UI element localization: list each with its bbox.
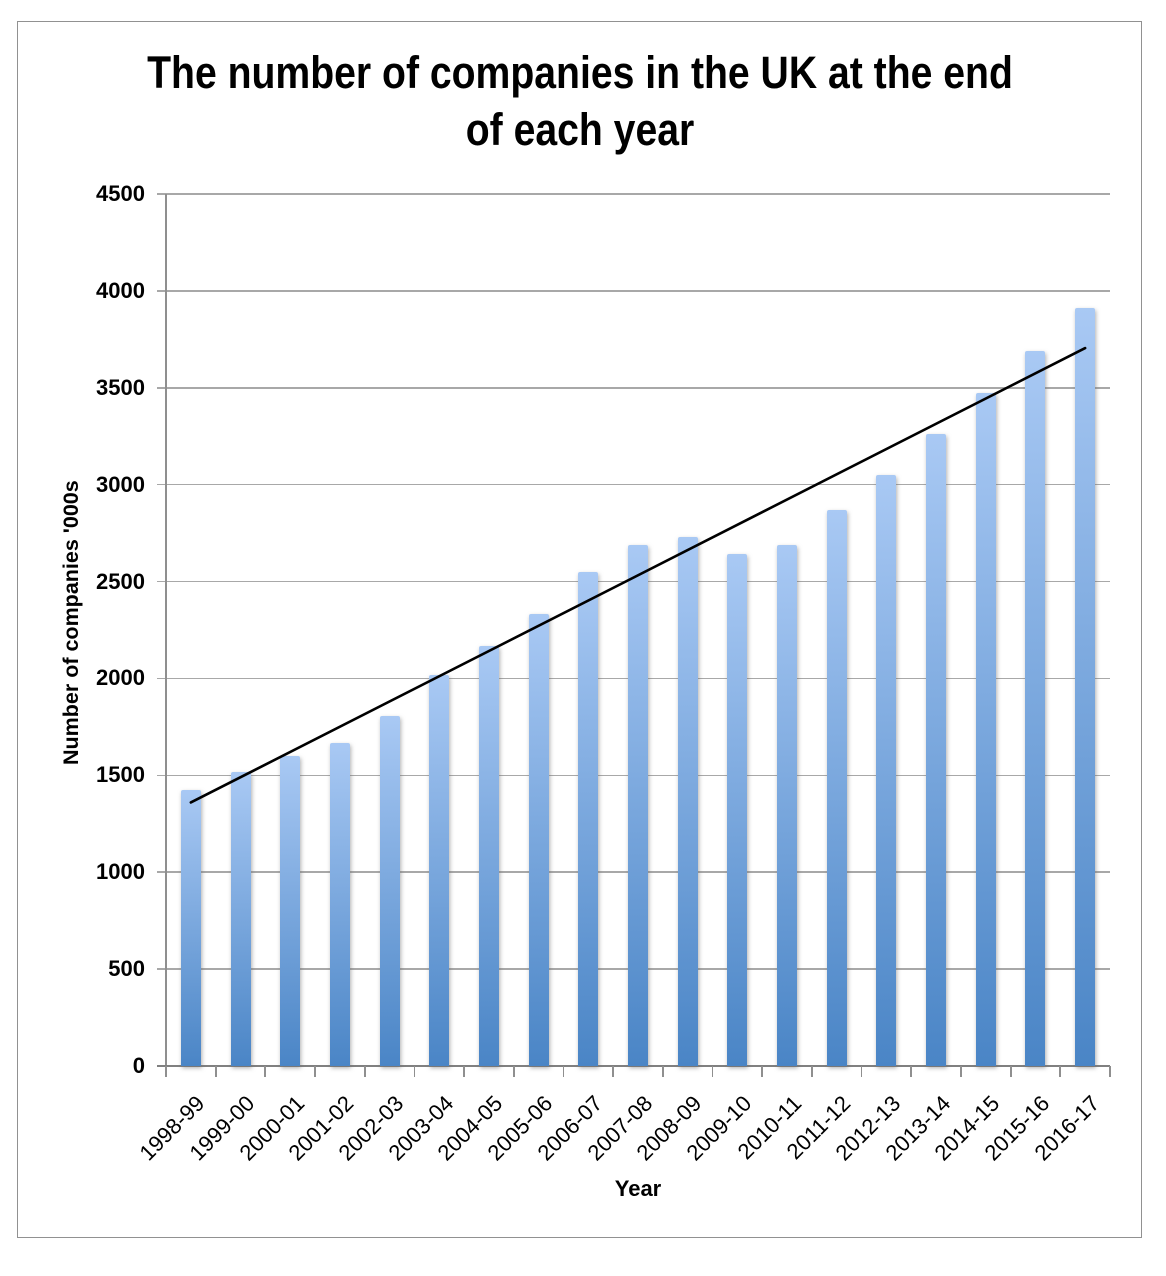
bar-2008-09 [677, 536, 698, 1066]
bar-2003-04 [429, 674, 450, 1066]
bar-2015-16 [1025, 350, 1046, 1066]
bar-2014-15 [975, 392, 996, 1066]
y-axis-tick-label: 1000 [96, 859, 145, 885]
x-axis-tick [562, 1066, 565, 1077]
bar-2001-02 [329, 743, 350, 1066]
bar-2006-07 [578, 571, 599, 1066]
x-axis-tick [711, 1066, 714, 1077]
bar-1999-00 [230, 772, 251, 1066]
y-axis-title: Number of companies '000s [59, 480, 83, 766]
bar-2007-08 [628, 544, 648, 1066]
bar-2016-17 [1075, 308, 1096, 1066]
gridline [157, 386, 1110, 389]
y-axis-tick-label: 0 [132, 1053, 145, 1078]
x-axis-tick [463, 1066, 465, 1077]
y-axis-tick-label: 4500 [96, 181, 145, 206]
gridline [157, 290, 1110, 292]
bar-2002-03 [379, 716, 400, 1066]
bar-2013-14 [926, 434, 947, 1066]
y-axis-tick-label: 3500 [96, 374, 145, 400]
bar-2009-10 [727, 554, 748, 1066]
x-axis-line [157, 1065, 1110, 1067]
x-axis-tick [910, 1066, 913, 1077]
x-axis-tick [960, 1066, 962, 1077]
x-axis-tick [1109, 1066, 1111, 1077]
gridline [157, 193, 1110, 195]
y-axis-tick-label: 2500 [96, 568, 145, 594]
x-axis-tick [413, 1066, 416, 1077]
bar-2000-01 [280, 755, 301, 1066]
bar-2004-05 [478, 645, 499, 1066]
x-axis-tick [761, 1066, 764, 1077]
x-axis-tick [1059, 1066, 1062, 1077]
x-axis-tick [810, 1066, 813, 1077]
bar-2005-06 [528, 614, 549, 1066]
x-axis-tick [314, 1066, 316, 1077]
chart-title: The number of companies in the UK at the… [147, 47, 1013, 155]
gridline [157, 483, 1110, 486]
x-axis-tick [512, 1066, 515, 1077]
y-axis-tick-label: 4000 [96, 277, 145, 303]
y-axis-tick-label: 500 [108, 956, 145, 982]
x-axis-tick [860, 1066, 863, 1077]
x-axis-title: Year [614, 1176, 662, 1201]
x-axis-tick [661, 1066, 664, 1077]
x-axis-tick [363, 1066, 366, 1077]
y-axis-tick-label: 3000 [96, 471, 145, 497]
bar-1998-99 [180, 789, 201, 1066]
bar-2011-12 [826, 509, 847, 1066]
x-axis-tick [1009, 1066, 1012, 1077]
trendline [189, 346, 1087, 804]
bar-2010-11 [777, 544, 798, 1066]
x-axis-tick [165, 1066, 167, 1077]
x-axis-tick [264, 1066, 267, 1077]
y-axis-line [165, 194, 167, 1066]
x-axis-tick [214, 1066, 217, 1077]
y-axis-tick-label: 2000 [96, 665, 145, 691]
x-axis-tick [612, 1066, 615, 1077]
bar-2012-13 [876, 474, 897, 1066]
y-axis-tick-label: 1500 [96, 762, 145, 788]
